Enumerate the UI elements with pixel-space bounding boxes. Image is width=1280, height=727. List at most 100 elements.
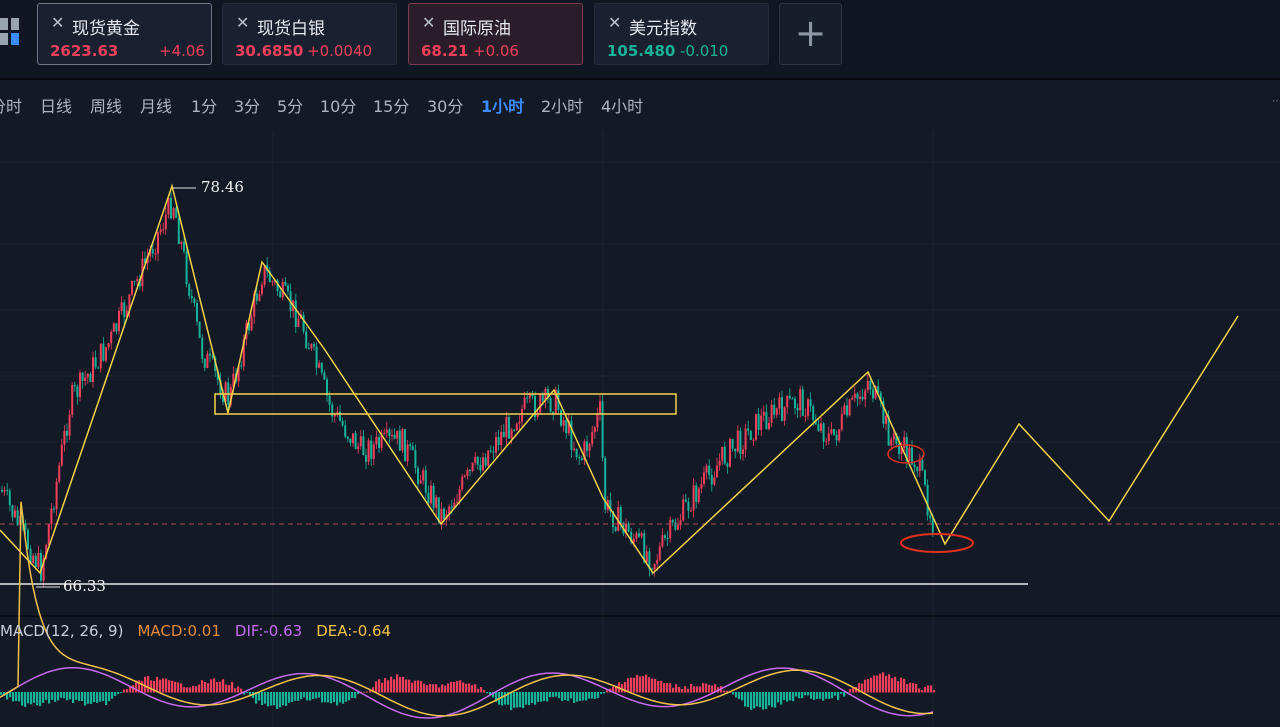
candle-body (253, 293, 256, 317)
candle-body (190, 296, 193, 299)
macd-bar (651, 678, 654, 693)
macd-bar (597, 692, 600, 698)
macd-bar (825, 692, 828, 699)
macd-bar (120, 692, 123, 693)
period-weekly[interactable]: 周线 (90, 97, 123, 116)
period-timeshare[interactable]: 分时 (0, 97, 23, 116)
candle-body (237, 365, 240, 382)
candle-body (583, 441, 586, 460)
macd-bar (9, 692, 12, 698)
candle-body (118, 310, 120, 332)
macd-bar (639, 676, 642, 693)
candle-body (848, 399, 851, 416)
candle-body (159, 229, 162, 233)
candle-body (409, 444, 412, 447)
tab-crude-oil[interactable]: ✕ 国际原油 68.21 +0.06 (408, 3, 583, 65)
period-daily[interactable]: 日线 (40, 97, 73, 116)
close-icon[interactable]: ✕ (236, 13, 250, 32)
period-4hour[interactable]: 4小时 (601, 97, 644, 116)
macd-bar (867, 678, 870, 693)
candle-body (864, 390, 867, 400)
candle-body (383, 432, 386, 434)
macd-bar (594, 692, 597, 699)
period-10min[interactable]: 10分 (320, 97, 357, 116)
candle-body (86, 373, 89, 378)
close-icon[interactable]: ✕ (51, 13, 65, 32)
candle-body (799, 389, 802, 411)
candle-body (60, 444, 63, 466)
tab-name: 美元指数 (629, 19, 697, 39)
candle-body (84, 377, 87, 381)
close-icon[interactable]: ✕ (608, 13, 622, 32)
candle-body (775, 408, 778, 415)
candle-body (710, 475, 713, 485)
candle-body (838, 429, 841, 441)
period-2hour[interactable]: 2小时 (541, 97, 584, 116)
candle-body (11, 505, 14, 518)
candle-body (781, 397, 783, 421)
candle-body (318, 363, 321, 368)
macd-bar (684, 686, 687, 693)
candle-body (276, 280, 279, 292)
candle-body (367, 440, 370, 462)
macd-bar (303, 692, 306, 698)
grid-menu-icon[interactable] (0, 18, 22, 50)
candle-body (713, 477, 716, 485)
macd-bar (519, 692, 522, 708)
settings-icon[interactable]: ⋯ (1272, 96, 1280, 107)
period-monthly[interactable]: 月线 (140, 97, 173, 116)
candle-body (271, 281, 274, 283)
candle-body (762, 411, 765, 416)
tab-spot-silver[interactable]: ✕ 现货白银 30.6850 +0.0040 (222, 3, 397, 65)
macd-bar (744, 692, 747, 707)
candle-body (677, 525, 679, 530)
macd-bar (225, 684, 228, 693)
candle-body (523, 397, 526, 409)
candle-body (71, 384, 74, 415)
candle-body (55, 481, 58, 510)
candle-body (924, 470, 926, 485)
tab-spot-gold[interactable]: ✕ 现货黄金 2623.63 +4.06 (37, 3, 212, 65)
macd-bar (786, 692, 789, 702)
candle-body (354, 433, 357, 450)
add-tab-button[interactable]: + (779, 3, 842, 65)
period-1hour[interactable]: 1小时 (481, 97, 525, 116)
period-15min[interactable]: 15分 (373, 97, 410, 116)
tab-dollar-index[interactable]: ✕ 美元指数 105.480 -0.010 (594, 3, 769, 65)
candle-body (866, 381, 869, 391)
macd-bar (912, 683, 915, 693)
candle-body (180, 241, 183, 244)
period-1min[interactable]: 1分 (191, 97, 218, 116)
candle-body (541, 393, 544, 401)
period-5min[interactable]: 5分 (277, 97, 304, 116)
macd-bar (489, 692, 492, 696)
period-30min[interactable]: 30分 (427, 97, 464, 116)
candle-body (794, 398, 796, 409)
candle-body (398, 430, 401, 451)
candle-body (734, 448, 737, 452)
candle-body (591, 432, 594, 444)
candle-body (536, 412, 539, 418)
macd-bar (714, 684, 717, 693)
candle-body (768, 422, 770, 430)
candle-body (560, 410, 562, 426)
candle-body (346, 436, 349, 439)
candle-body (120, 302, 123, 311)
close-icon[interactable]: ✕ (422, 13, 436, 32)
macd-bar (348, 692, 351, 701)
macd-bar (837, 692, 840, 701)
macd-bar (675, 684, 678, 693)
macd-bar (765, 692, 768, 710)
macd-bar (762, 692, 765, 710)
candle-body (726, 463, 729, 467)
candle-body (729, 438, 731, 467)
candle-body (718, 460, 721, 466)
candle-body (890, 439, 893, 446)
candle-body (921, 460, 924, 471)
candle-body (596, 413, 599, 428)
candle-body (931, 518, 934, 533)
macd-bar (48, 692, 51, 704)
period-3min[interactable]: 3分 (234, 97, 261, 116)
candle-body (778, 397, 781, 409)
